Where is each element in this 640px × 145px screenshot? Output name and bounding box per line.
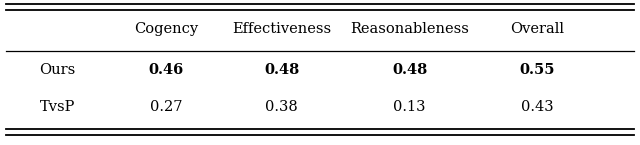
Text: 0.46: 0.46 <box>148 63 184 77</box>
Text: 0.43: 0.43 <box>522 100 554 114</box>
Text: 0.55: 0.55 <box>520 63 556 77</box>
Text: 0.48: 0.48 <box>264 63 300 77</box>
Text: Effectiveness: Effectiveness <box>232 22 331 36</box>
Text: Ours: Ours <box>40 63 76 77</box>
Text: 0.38: 0.38 <box>265 100 298 114</box>
Text: Overall: Overall <box>511 22 564 36</box>
Text: Reasonableness: Reasonableness <box>350 22 469 36</box>
Text: 0.27: 0.27 <box>150 100 182 114</box>
Text: Cogency: Cogency <box>134 22 198 36</box>
Text: 0.48: 0.48 <box>392 63 428 77</box>
Text: 0.13: 0.13 <box>394 100 426 114</box>
Text: TvsP: TvsP <box>40 100 76 114</box>
